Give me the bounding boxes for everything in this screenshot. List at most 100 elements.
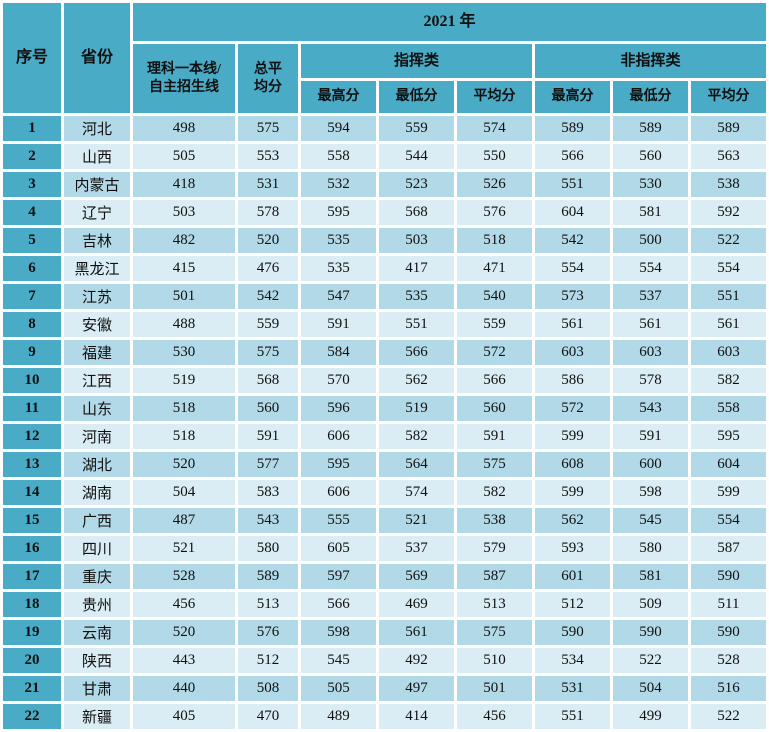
cell-science-line: 498	[133, 116, 235, 141]
header-science-line: 理科一本线/自主招生线	[133, 44, 235, 113]
cell-province: 内蒙古	[64, 172, 130, 197]
cell-command-min: 537	[379, 536, 454, 561]
cell-noncommand-avg: 587	[691, 536, 767, 561]
cell-command-max: 591	[301, 312, 376, 337]
cell-total-avg: 508	[238, 676, 298, 701]
header-noncommand-avg: 平均分	[691, 81, 767, 113]
cell-command-min: 414	[379, 704, 454, 729]
cell-noncommand-min: 509	[613, 592, 688, 617]
cell-science-line: 504	[133, 480, 235, 505]
cell-noncommand-max: 573	[535, 284, 610, 309]
cell-province: 重庆	[64, 564, 130, 589]
cell-noncommand-max: 601	[535, 564, 610, 589]
header-noncommand-max: 最高分	[535, 81, 610, 113]
cell-command-avg: 574	[457, 116, 532, 141]
cell-command-max: 594	[301, 116, 376, 141]
header-command-avg: 平均分	[457, 81, 532, 113]
cell-noncommand-max: 531	[535, 676, 610, 701]
cell-command-min: 492	[379, 648, 454, 673]
cell-science-line: 405	[133, 704, 235, 729]
cell-serial: 8	[3, 312, 61, 337]
cell-noncommand-avg: 558	[691, 396, 767, 421]
table-row: 13 湖北 520 577 595 564 575 608 600 604	[3, 452, 767, 477]
cell-province: 山西	[64, 144, 130, 169]
cell-province: 河南	[64, 424, 130, 449]
cell-serial: 5	[3, 228, 61, 253]
cell-total-avg: 589	[238, 564, 298, 589]
cell-noncommand-max: 586	[535, 368, 610, 393]
cell-noncommand-max: 551	[535, 704, 610, 729]
cell-province: 安徽	[64, 312, 130, 337]
cell-command-min: 497	[379, 676, 454, 701]
cell-command-max: 535	[301, 256, 376, 281]
cell-command-avg: 559	[457, 312, 532, 337]
cell-province: 湖南	[64, 480, 130, 505]
cell-science-line: 415	[133, 256, 235, 281]
cell-command-avg: 576	[457, 200, 532, 225]
cell-noncommand-min: 589	[613, 116, 688, 141]
cell-total-avg: 575	[238, 116, 298, 141]
cell-noncommand-avg: 554	[691, 508, 767, 533]
cell-serial: 15	[3, 508, 61, 533]
cell-serial: 22	[3, 704, 61, 729]
cell-serial: 13	[3, 452, 61, 477]
cell-noncommand-max: 599	[535, 424, 610, 449]
table-row: 19 云南 520 576 598 561 575 590 590 590	[3, 620, 767, 645]
cell-command-avg: 560	[457, 396, 532, 421]
cell-total-avg: 577	[238, 452, 298, 477]
cell-noncommand-min: 554	[613, 256, 688, 281]
cell-noncommand-avg: 561	[691, 312, 767, 337]
table-row: 1 河北 498 575 594 559 574 589 589 589	[3, 116, 767, 141]
table-row: 16 四川 521 580 605 537 579 593 580 587	[3, 536, 767, 561]
cell-noncommand-min: 603	[613, 340, 688, 365]
cell-command-avg: 572	[457, 340, 532, 365]
cell-noncommand-max: 604	[535, 200, 610, 225]
cell-province: 四川	[64, 536, 130, 561]
cell-command-max: 584	[301, 340, 376, 365]
cell-command-avg: 550	[457, 144, 532, 169]
cell-noncommand-max: 608	[535, 452, 610, 477]
cell-science-line: 520	[133, 452, 235, 477]
cell-science-line: 528	[133, 564, 235, 589]
cell-noncommand-min: 591	[613, 424, 688, 449]
cell-command-max: 595	[301, 452, 376, 477]
cell-total-avg: 512	[238, 648, 298, 673]
cell-serial: 9	[3, 340, 61, 365]
cell-province: 贵州	[64, 592, 130, 617]
cell-province: 广西	[64, 508, 130, 533]
cell-noncommand-min: 581	[613, 564, 688, 589]
header-noncommand-min: 最低分	[613, 81, 688, 113]
cell-province: 福建	[64, 340, 130, 365]
cell-noncommand-max: 599	[535, 480, 610, 505]
cell-noncommand-avg: 554	[691, 256, 767, 281]
cell-command-min: 564	[379, 452, 454, 477]
cell-noncommand-max: 542	[535, 228, 610, 253]
table-row: 18 贵州 456 513 566 469 513 512 509 511	[3, 592, 767, 617]
cell-noncommand-min: 543	[613, 396, 688, 421]
cell-noncommand-avg: 599	[691, 480, 767, 505]
cell-total-avg: 542	[238, 284, 298, 309]
cell-science-line: 503	[133, 200, 235, 225]
cell-province: 陕西	[64, 648, 130, 673]
cell-total-avg: 575	[238, 340, 298, 365]
cell-total-avg: 568	[238, 368, 298, 393]
cell-noncommand-min: 600	[613, 452, 688, 477]
cell-noncommand-avg: 582	[691, 368, 767, 393]
cell-serial: 18	[3, 592, 61, 617]
cell-serial: 19	[3, 620, 61, 645]
table-row: 15 广西 487 543 555 521 538 562 545 554	[3, 508, 767, 533]
cell-command-avg: 510	[457, 648, 532, 673]
cell-total-avg: 560	[238, 396, 298, 421]
cell-science-line: 518	[133, 424, 235, 449]
cell-noncommand-avg: 589	[691, 116, 767, 141]
cell-science-line: 487	[133, 508, 235, 533]
table-row: 3 内蒙古 418 531 532 523 526 551 530 538	[3, 172, 767, 197]
table-body: 1 河北 498 575 594 559 574 589 589 589 2 山西 505 553 558 5…	[3, 116, 767, 729]
cell-command-max: 605	[301, 536, 376, 561]
table-row: 20 陕西 443 512 545 492 510 534 522 528	[3, 648, 767, 673]
cell-total-avg: 591	[238, 424, 298, 449]
cell-command-avg: 456	[457, 704, 532, 729]
cell-noncommand-min: 522	[613, 648, 688, 673]
cell-command-min: 551	[379, 312, 454, 337]
